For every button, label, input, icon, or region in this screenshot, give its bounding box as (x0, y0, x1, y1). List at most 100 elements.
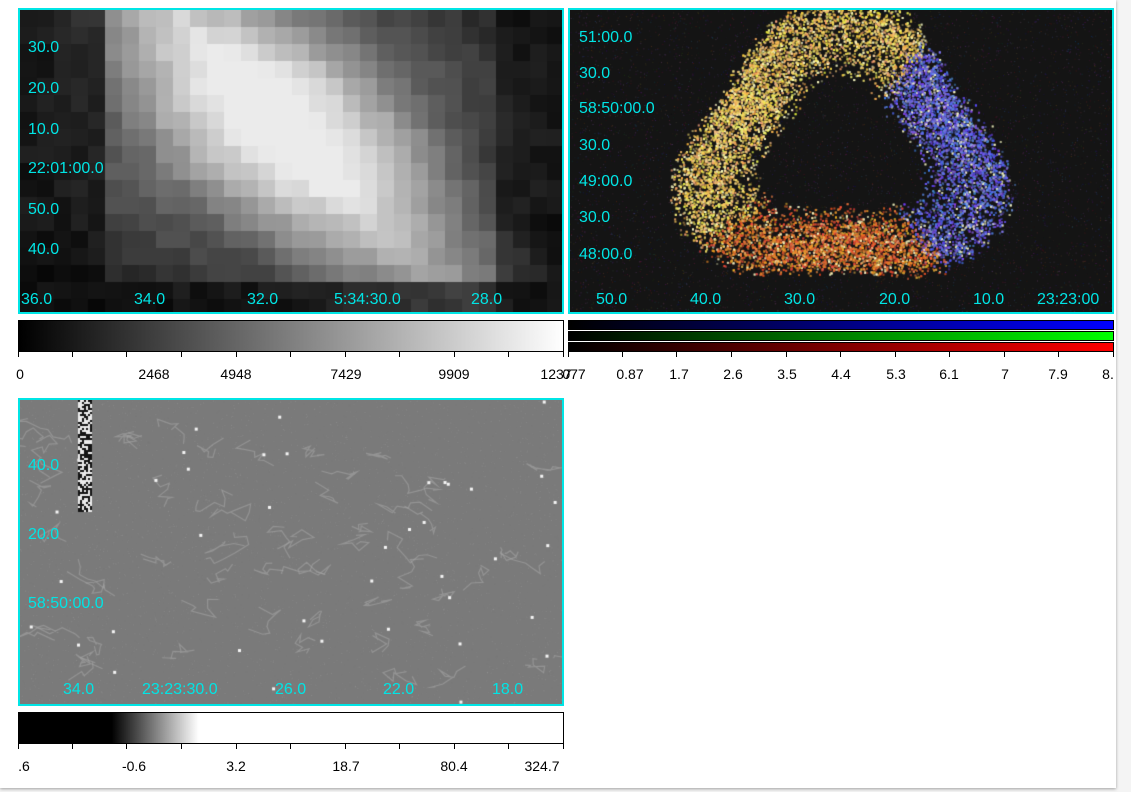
colorbar-label: 3.5 (777, 366, 797, 382)
colorbar-label: 9909 (438, 366, 470, 382)
ra-label: 40.0 (690, 291, 722, 308)
colorbar-tick (454, 744, 455, 749)
colorbar-label: 4.4 (831, 366, 851, 382)
colorbar-label: .6 (18, 758, 30, 774)
colorbar-tick (508, 744, 509, 749)
colorbar-tick (399, 744, 400, 749)
colorbar-tick (1004, 352, 1005, 357)
colorbar-tick (1058, 352, 1059, 357)
colorbar-tick (181, 352, 182, 357)
optical-image (20, 10, 562, 312)
colorbar-optical-axis: 0 2468 4948 7429 9909 1237 (16, 352, 572, 382)
colorbar-tick (18, 744, 19, 749)
colorbar-label: 7 (1001, 366, 1009, 382)
colorbar-tick (454, 352, 455, 357)
dec-label: 30.0 (579, 137, 611, 154)
colorbar-blue-channel (568, 320, 1114, 330)
colorbar-tick (563, 744, 564, 749)
ra-label: 34.0 (63, 681, 95, 698)
colorbar-tick (1113, 352, 1114, 357)
colorbar-green-channel (568, 331, 1114, 341)
dec-label: 40.0 (28, 241, 60, 258)
colorbar-rgb[interactable] (568, 320, 1114, 352)
dec-label: 58:50:00.0 (579, 100, 655, 117)
ra-label: 50.0 (596, 291, 628, 308)
ra-label: 34.0 (134, 291, 166, 308)
ra-label: 28.0 (471, 291, 503, 308)
dec-label: 51:00.0 (579, 29, 633, 46)
colorbar-tick (622, 352, 623, 357)
dec-label: 30.0 (28, 39, 60, 56)
colorbar-tick (949, 352, 950, 357)
ra-label: 23:23:30.0 (142, 681, 218, 698)
colorbar-optical[interactable] (18, 320, 564, 352)
colorbar-tick (895, 352, 896, 357)
dec-label: 30.0 (579, 209, 611, 226)
colorbar-gradient (19, 321, 563, 351)
colorbar-tick (676, 352, 677, 357)
ra-label: 23:23:00 (1037, 291, 1100, 308)
colorbar-tick (126, 352, 127, 357)
colorbar-tick (399, 352, 400, 357)
colorbar-tick (72, 352, 73, 357)
colorbar-label: 7429 (330, 366, 362, 382)
ra-label: 10.0 (973, 291, 1005, 308)
ra-label: 32.0 (247, 291, 279, 308)
dec-label: 40.0 (28, 457, 60, 474)
ra-label: 18.0 (492, 681, 524, 698)
colorbar-tick (563, 352, 564, 357)
colorbar-infrared[interactable] (18, 712, 564, 744)
colorbar-tick (236, 744, 237, 749)
colorbar-tick (731, 352, 732, 357)
colorbar-label: 7.9 (1048, 366, 1068, 382)
colorbar-label: 4948 (220, 366, 252, 382)
colorbar-tick (290, 352, 291, 357)
colorbar-tick (18, 352, 19, 357)
colorbar-tick (568, 352, 569, 357)
dec-label: 48:00.0 (579, 246, 633, 263)
colorbar-label: 3.2 (226, 758, 246, 774)
xray-rgb-image (570, 10, 1112, 312)
dec-label: 49:00.0 (579, 173, 633, 190)
dec-label: 20.0 (28, 80, 60, 97)
ra-label: 30.0 (784, 291, 816, 308)
colorbar-rgb-axis: 077 0.87 1.7 2.6 3.5 4.4 5.3 6.1 7 7.9 8… (562, 352, 1114, 382)
colorbar-label: -0.6 (121, 758, 147, 774)
ra-label: 26.0 (275, 681, 307, 698)
colorbar-label: 1.7 (669, 366, 689, 382)
image-frame-infrared[interactable]: 40.0 20.0 58:50:00.0 34.0 23:23:30.0 26.… (18, 398, 564, 706)
colorbar-label: 8. (1102, 366, 1114, 382)
colorbar-label: 6.1 (939, 366, 959, 382)
colorbar-tick (508, 352, 509, 357)
ra-label: 36.0 (21, 291, 53, 308)
dec-label: 30.0 (579, 65, 611, 82)
colorbar-tick (236, 352, 237, 357)
dec-label: 20.0 (28, 526, 60, 543)
colorbar-red-channel (568, 342, 1114, 352)
colorbar-label: 0 (16, 366, 24, 382)
dec-label: 10.0 (28, 121, 60, 138)
colorbar-label: 18.7 (332, 758, 360, 774)
colorbar-tick (786, 352, 787, 357)
colorbar-label: 077 (562, 366, 586, 382)
colorbar-label: 5.3 (886, 366, 906, 382)
colorbar-tick (290, 744, 291, 749)
colorbar-tick (840, 352, 841, 357)
colorbar-gradient (19, 713, 563, 743)
ra-label: 20.0 (879, 291, 911, 308)
colorbar-label: 1237 (540, 366, 572, 382)
colorbar-label: 80.4 (440, 758, 468, 774)
colorbar-tick (345, 744, 346, 749)
image-frame-xray-rgb[interactable]: 51:00.0 30.0 58:50:00.0 30.0 49:00.0 30.… (568, 8, 1114, 314)
colorbar-tick (72, 744, 73, 749)
colorbar-label: 0.87 (616, 366, 644, 382)
colorbar-infrared-axis: .6 -0.6 3.2 18.7 80.4 324.7 (18, 744, 564, 774)
colorbar-label: 2468 (138, 366, 170, 382)
colorbar-label: 324.7 (524, 758, 560, 774)
ra-label: 22.0 (383, 681, 415, 698)
image-frame-optical[interactable]: 30.0 20.0 10.0 22:01:00.0 50.0 40.0 36.0… (18, 8, 564, 314)
colorbar-tick (126, 744, 127, 749)
colorbar-tick (181, 744, 182, 749)
dec-label: 58:50:00.0 (28, 595, 104, 612)
